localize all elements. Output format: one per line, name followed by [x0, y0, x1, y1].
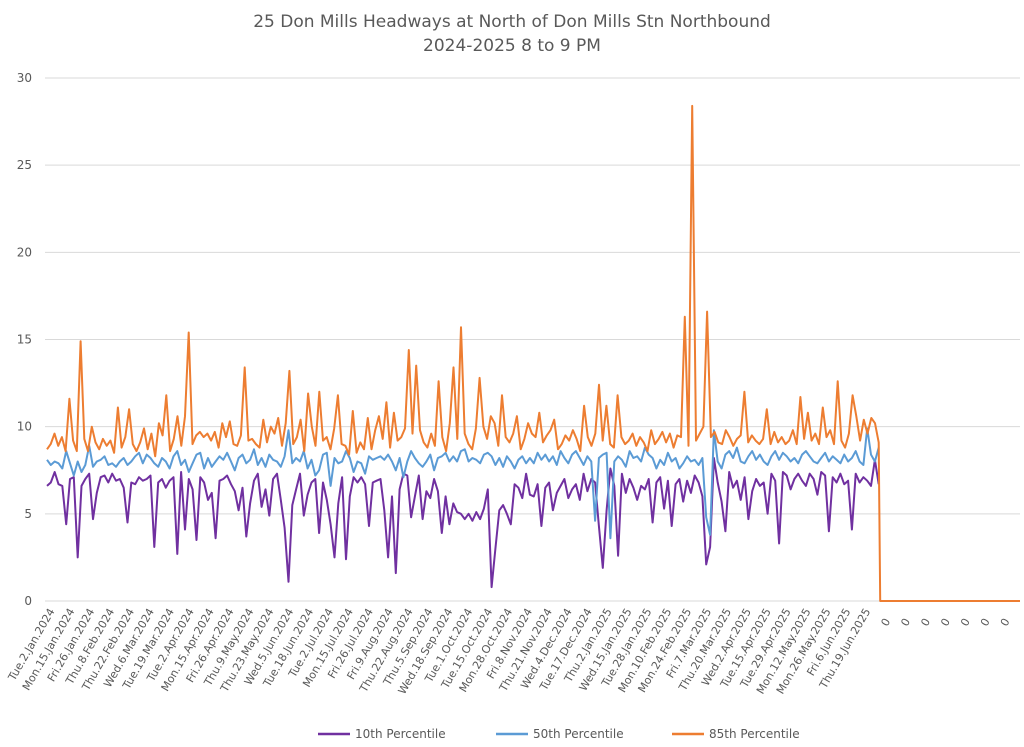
y-tick-label: 10 [17, 420, 32, 434]
x-tick-label: 0 [879, 616, 894, 629]
legend-item: 10th Percentile [318, 727, 446, 741]
series-lines [46, 104, 1020, 602]
y-tick-label: 15 [17, 333, 32, 347]
chart-subtitle: 2024-2025 8 to 9 PM [423, 36, 601, 56]
series-line-50th-percentile [46, 427, 880, 540]
x-axis-ticks: Tue.2.Jan.2024Mon.15.Jan.2024Fri.26.Jan.… [5, 606, 1012, 697]
x-tick-label: 0 [978, 616, 993, 629]
legend-item: 50th Percentile [496, 727, 624, 741]
legend-label: 50th Percentile [533, 727, 624, 741]
y-tick-label: 0 [24, 594, 32, 608]
legend-label: 10th Percentile [355, 727, 446, 741]
y-tick-label: 5 [24, 507, 32, 521]
series-line-85th-percentile [46, 104, 1020, 602]
series-line-10th-percentile [46, 457, 880, 589]
y-tick-label: 20 [17, 245, 32, 259]
legend-item: 85th Percentile [672, 727, 800, 741]
x-tick-label: 0 [918, 616, 933, 629]
x-tick-label: 0 [938, 616, 953, 629]
grid-lines [45, 77, 1020, 602]
legend: 10th Percentile 50th Percentile 85th Perce… [318, 727, 800, 741]
legend-label: 85th Percentile [709, 727, 800, 741]
chart-title: 25 Don Mills Headways at North of Don Mi… [253, 12, 771, 32]
x-tick-label: 0 [998, 616, 1013, 629]
y-axis-ticks: 0 5 10 15 20 25 30 [17, 71, 32, 608]
x-tick-label: 0 [898, 616, 913, 629]
x-tick-label: 0 [958, 616, 973, 629]
y-tick-label: 25 [17, 158, 32, 172]
y-tick-label: 30 [17, 71, 32, 85]
